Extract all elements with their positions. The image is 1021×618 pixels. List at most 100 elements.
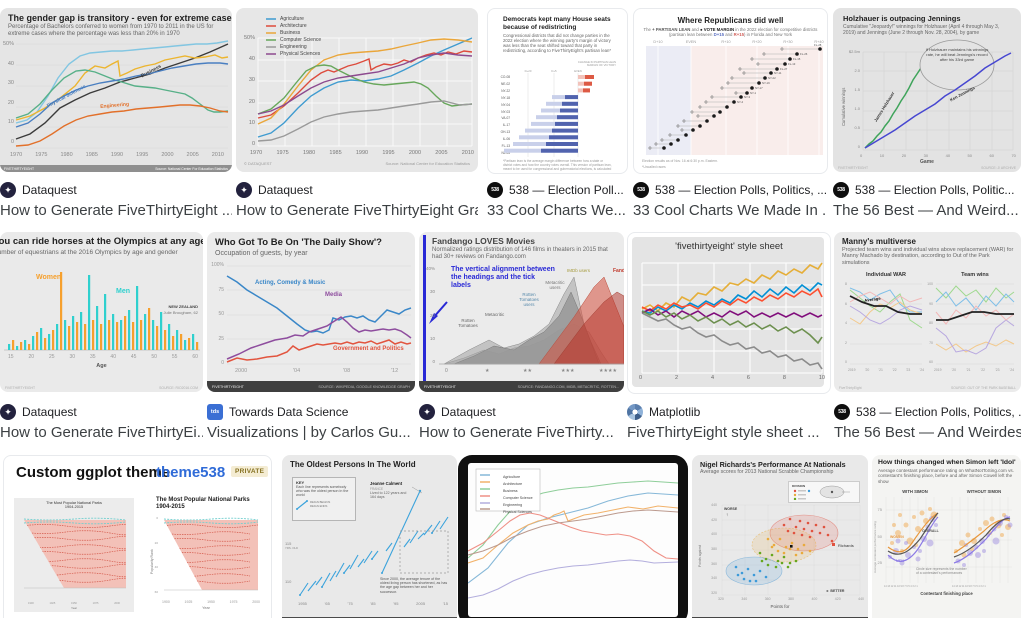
result-source[interactable]: 538 538 — Election Poll... bbox=[487, 181, 626, 199]
result-thumbnail-majors-chart[interactable]: Agriculture Architecture Business Comput… bbox=[236, 8, 478, 172]
result-title-link[interactable]: How to Generate FiveThirtyEight ... bbox=[0, 202, 232, 219]
result-thumbnail-oldest-persons[interactable]: The Oldest Persons In The World KEY Each… bbox=[282, 455, 457, 618]
package-name: theme538 bbox=[156, 464, 226, 481]
column-label-lean: CHANGE IN PARTISAN LEAN bbox=[577, 60, 616, 64]
chart-subtitle: Congressional districts that did not cha… bbox=[503, 33, 612, 53]
result-source[interactable]: Matplotlib bbox=[627, 403, 829, 421]
result-source[interactable]: ✦ Dataquest bbox=[0, 403, 203, 421]
x-tick: 1990 bbox=[110, 152, 124, 158]
result-title-link[interactable]: Visualizations | by Carlos Gu... bbox=[207, 424, 411, 441]
y-tick: 100 bbox=[927, 282, 933, 286]
y-tick: 1.0 bbox=[854, 106, 860, 111]
y-tick: 30 bbox=[429, 289, 435, 295]
result-source[interactable]: ✦ Dataquest bbox=[236, 181, 478, 199]
worse-label: WORSE bbox=[724, 507, 738, 511]
result-title-link[interactable]: How to Generate FiveThirtyEight Gra... bbox=[236, 202, 478, 219]
result-thumbnail-framed-majors-chart[interactable]: Agriculture Architecture Business Comput… bbox=[458, 455, 688, 618]
x-tick: 2005 bbox=[186, 152, 199, 158]
footer-source: SOURCE: RIO2016.COM bbox=[159, 385, 198, 390]
y-axis-label: Average contestant performance rating bbox=[873, 521, 877, 573]
chart-subtitle-2: had 30+ reviews on Fandango.com bbox=[432, 254, 526, 260]
result-thumbnail-nigel-richards[interactable]: Nigel Richards's Performance At National… bbox=[692, 455, 868, 618]
y-tick: 100% bbox=[211, 262, 224, 268]
panel-title-war: Individual WAR bbox=[865, 272, 907, 278]
result-source[interactable]: ✦ Dataquest bbox=[0, 181, 232, 199]
line-label-media: Media bbox=[325, 292, 343, 298]
y-tick: 340 bbox=[711, 576, 717, 581]
x-axis-label: Points for bbox=[770, 604, 790, 609]
result-thumbnail-daily-show[interactable]: Who Got To Be On 'The Daily Show'? Occup… bbox=[207, 232, 415, 392]
private-badge: PRIVATE bbox=[231, 466, 269, 477]
result-caption: ✦ Dataquest How to Generate FiveThirtyEig… bbox=[0, 181, 232, 219]
result-thumbnail-olympics-equestrians[interactable]: You can ride horses at the Olympics at a… bbox=[0, 232, 203, 392]
x-tick: 0 bbox=[639, 375, 643, 381]
chart-annotation: Since 2000, the average tenure of the ol… bbox=[380, 577, 448, 594]
result-thumbnail-mannys-multiverse[interactable]: Manny's multiverse Projected team wins a… bbox=[834, 232, 1021, 392]
chart-footnote-1: Election results as of Nov. 16 at 6:30 p… bbox=[642, 159, 719, 163]
x-tick: 50 bbox=[967, 153, 972, 158]
result-source[interactable]: tds Towards Data Science bbox=[207, 403, 415, 421]
dot-label: NY-22 bbox=[768, 76, 776, 80]
tutorial-annotation: The vertical alignment between the headi… bbox=[451, 266, 555, 289]
x-tick: '04 bbox=[293, 368, 301, 374]
result-title-link[interactable]: FiveThirtyEight style sheet ... bbox=[627, 424, 820, 441]
result-thumbnail-gender-gap[interactable]: The gender gap is transitory - even for … bbox=[0, 8, 232, 172]
x-tick: 30 bbox=[923, 153, 929, 158]
legend-item: Business bbox=[280, 30, 301, 36]
result-title-link[interactable]: 33 Cool Charts We... bbox=[487, 202, 626, 219]
chart-title: Holzhauer is outpacing Jennings bbox=[843, 14, 961, 23]
district-label: VA-07 bbox=[501, 116, 510, 121]
x-tick: 2000 bbox=[252, 600, 260, 604]
result-title-link[interactable]: The 56 Best — And Weirdest... bbox=[834, 424, 1021, 441]
x-tick: EVEN bbox=[685, 40, 697, 44]
x-tick: 0 bbox=[860, 153, 863, 158]
result-thumbnail-custom-ggplot-theme[interactable]: Custom ggplot theme theme538 PRIVATE The… bbox=[3, 455, 272, 618]
result-title-link[interactable]: 33 Cool Charts We Made In ... bbox=[633, 202, 826, 219]
x-tick: 1950 bbox=[71, 601, 77, 605]
subtitle-partisan-lean: + PARTISAN LEAN bbox=[652, 27, 691, 32]
annotation-rider: Julie Brougham, 62 bbox=[163, 310, 198, 315]
x-axis-ticks: 1955 '65 '75 '85 '95 2005 '15 bbox=[298, 601, 448, 606]
y-tick: 20 bbox=[154, 540, 158, 545]
source-name: 538 — Election Polls, Politic... bbox=[855, 183, 1015, 197]
y-tick-unit: YRS. OLD bbox=[285, 546, 299, 550]
result-source[interactable]: 538 538 — Election Polls, Politics, ... bbox=[834, 403, 1021, 421]
result-source[interactable]: 538 538 — Election Polls, Politics, ... bbox=[633, 181, 826, 199]
result-source[interactable]: ✦ Dataquest bbox=[419, 403, 624, 421]
result-title-link[interactable]: The 56 Best — And Weird... bbox=[833, 202, 1019, 219]
chart-title: 'fivethirtyeight' style sheet bbox=[675, 241, 783, 252]
result-thumbnail-mpl-style-sheet[interactable]: 'fivethirtyeight' style sheet 0 2 4 6 8 10 bbox=[627, 232, 831, 394]
result-caption: 538 538 — Election Polls, Politics, ... T… bbox=[834, 403, 1021, 441]
x-axis-ticks: 320 340 360 380 400 420 440 bbox=[718, 597, 864, 601]
key-sample-segment bbox=[296, 499, 308, 510]
series-label-overall: OVERALL bbox=[922, 529, 939, 533]
result-thumbnail-fandango[interactable]: Fandango LOVES Movies Normalized ratings… bbox=[419, 232, 624, 392]
result-thumbnail-holzhauer[interactable]: Holzhauer is outpacing Jennings Cumulati… bbox=[833, 8, 1021, 172]
x-tick: 2 bbox=[674, 375, 679, 381]
legend-item: Architecture bbox=[280, 23, 307, 29]
y-axis-ticks: 100% 75 50 25 0 bbox=[209, 262, 224, 366]
result-title-link[interactable]: How to Generate FiveThirty... bbox=[419, 424, 614, 441]
series-label-women: WOMEN bbox=[890, 535, 904, 539]
y-tick: 0 bbox=[221, 360, 224, 366]
result-thumbnail-democrats-redistricting[interactable]: Democrats kept many House seats because … bbox=[487, 8, 628, 174]
x-tick: 1975 bbox=[276, 150, 289, 156]
legend-item: Physical Sciences bbox=[280, 51, 321, 57]
right-plot-subtitle: 1904-2015 bbox=[156, 503, 185, 510]
x-tick: 320 bbox=[718, 597, 724, 601]
y-tick: 50% bbox=[243, 35, 255, 41]
x-tick: 1990 bbox=[355, 150, 369, 156]
series-label-women: Women bbox=[36, 274, 62, 281]
random-walk-lines bbox=[641, 262, 823, 374]
result-thumbnail-simon-idol[interactable]: How things changed when Simon left 'Idol… bbox=[872, 455, 1021, 618]
result-thumbnail-republicans-did-well[interactable]: Where Republicans did well The + PARTISA… bbox=[633, 8, 828, 174]
x-tick: 2010 bbox=[461, 150, 474, 156]
chart-title: Where Republicans did well bbox=[677, 16, 784, 25]
result-source[interactable]: 538 538 — Election Polls, Politic... bbox=[833, 181, 1021, 199]
x-tick: '22 bbox=[892, 368, 897, 372]
right-plot-title: The Most Popular National Parks bbox=[156, 497, 250, 503]
x-tick: 1900 bbox=[162, 600, 170, 604]
x-tick: 60 bbox=[989, 153, 994, 158]
result-title-link[interactable]: How to Generate FiveThirtyEi... bbox=[0, 424, 203, 441]
source-name: Dataquest bbox=[258, 183, 313, 197]
